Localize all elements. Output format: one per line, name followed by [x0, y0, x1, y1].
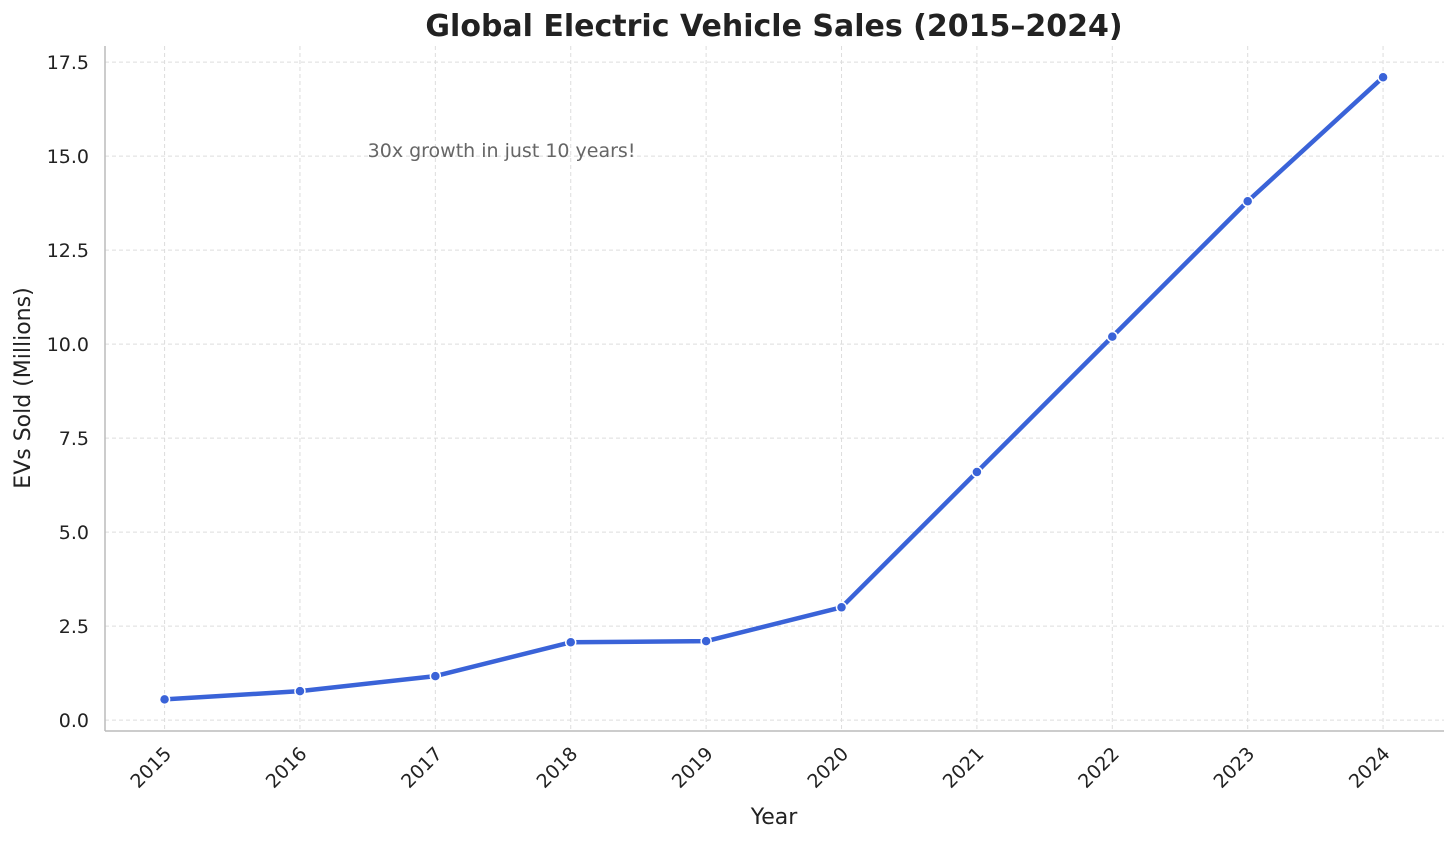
- axes: [104, 46, 1444, 732]
- data-point: [835, 601, 848, 614]
- y-tick-label: 10.0: [47, 334, 89, 356]
- y-axis-label: EVs Sold (Millions): [11, 287, 36, 488]
- data-point: [564, 636, 577, 649]
- data-point: [971, 466, 983, 478]
- y-ticks: 0.0 2.5 5.0 7.5 10.0 12.5 15.0 17.5: [47, 52, 89, 732]
- x-tick-label: 2016: [262, 743, 312, 793]
- y-tick-label: 15.0: [47, 146, 89, 168]
- data-point: [158, 693, 171, 706]
- data-point: [1241, 195, 1254, 208]
- x-ticks: 2015 2016 2017 2018 2019 2020 2021 2022 2023 2024: [126, 743, 1394, 793]
- x-axis-label: Year: [750, 805, 799, 830]
- data-point: [294, 685, 306, 697]
- data-point: [1377, 71, 1389, 83]
- x-tick-label: 2020: [803, 743, 853, 793]
- x-tick-label: 2022: [1074, 743, 1124, 793]
- x-tick-label: 2019: [668, 743, 718, 793]
- data-point: [1106, 330, 1119, 343]
- grid: [105, 46, 1444, 731]
- x-tick-label: 2024: [1345, 743, 1395, 793]
- series-line: [164, 75, 1385, 702]
- y-tick-label: 5.0: [59, 522, 89, 544]
- x-tick-label: 2023: [1209, 743, 1259, 793]
- y-tick-label: 0.0: [59, 710, 89, 732]
- x-tick-label: 2015: [126, 743, 176, 793]
- y-tick-label: 12.5: [47, 240, 89, 262]
- x-tick-label: 2017: [397, 743, 447, 793]
- data-point: [700, 635, 712, 647]
- annotation: 30x growth in just 10 years!: [368, 140, 636, 162]
- y-tick-label: 7.5: [59, 428, 89, 450]
- chart-title: Global Electric Vehicle Sales (2015–2024…: [425, 9, 1122, 44]
- x-tick-label: 2021: [939, 743, 989, 793]
- x-tick-label: 2018: [533, 743, 583, 793]
- y-tick-label: 2.5: [59, 616, 89, 638]
- y-tick-label: 17.5: [47, 52, 89, 74]
- data-points: [158, 71, 1389, 706]
- data-point: [429, 670, 442, 682]
